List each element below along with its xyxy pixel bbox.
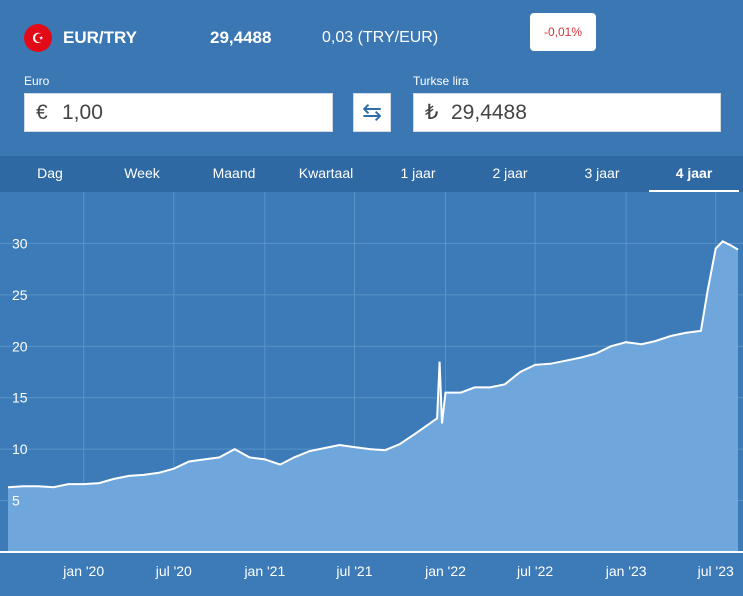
x-tick-label: jul '21	[335, 563, 372, 579]
to-currency-label: Turkse lira	[413, 74, 469, 88]
turkey-flag-icon: ☪	[24, 24, 52, 52]
rate-change: 0,03 (TRY/EUR)	[322, 29, 439, 46]
x-tick-label: jul '22	[516, 563, 553, 579]
from-amount-field[interactable]: € 1,00	[24, 93, 333, 132]
rate-line	[7, 240, 739, 489]
swap-arrows-icon: ⇆	[361, 99, 383, 126]
x-tick-label: jan '22	[424, 563, 466, 579]
rate-history-chart: 5 10 15 20 25 30 jan '20 jul '20 jan '21 jul '21 j…	[0, 192, 743, 596]
x-tick-label: jul '23	[697, 563, 734, 579]
rate-area	[8, 241, 738, 552]
tab-2-jaar[interactable]: 2 jaar	[492, 165, 528, 181]
to-amount-value: 29,4488	[451, 100, 527, 124]
to-amount-field[interactable]: ₺ 29,4488	[413, 93, 721, 132]
from-currency-label: Euro	[24, 74, 50, 88]
tab-maand[interactable]: Maand	[212, 165, 256, 181]
x-tick-label: jan '21	[243, 563, 285, 579]
tab-4-jaar[interactable]: 4 jaar	[649, 156, 739, 193]
x-tick-label: jan '20	[62, 563, 104, 579]
period-tabs: Dag Week Maand Kwartaal 1 jaar 2 jaar 3 …	[0, 156, 743, 193]
y-tick-label: 10	[12, 441, 28, 457]
tab-1-jaar[interactable]: 1 jaar	[400, 165, 436, 181]
header: ☪ EUR/TRY 29,4488 0,03 (TRY/EUR) -0,01% …	[0, 0, 743, 154]
y-tick-label: 5	[12, 493, 20, 509]
y-tick-label: 25	[12, 287, 28, 303]
y-tick-label: 20	[12, 338, 28, 354]
x-tick-label: jul '20	[155, 563, 192, 579]
exchange-rate: 29,4488	[210, 28, 272, 47]
tab-dag[interactable]: Dag	[37, 165, 63, 181]
currency-pair: EUR/TRY	[63, 28, 137, 47]
tab-week[interactable]: Week	[124, 165, 160, 181]
tab-3-jaar[interactable]: 3 jaar	[584, 165, 620, 181]
swap-currencies-button[interactable]: ⇆	[353, 93, 391, 132]
euro-symbol: €	[36, 100, 48, 124]
y-tick-label: 30	[12, 235, 28, 251]
change-percent-badge: -0,01%	[530, 13, 596, 51]
x-tick-label: jan '23	[605, 563, 647, 579]
y-tick-label: 15	[12, 390, 28, 406]
lira-symbol: ₺	[425, 101, 439, 124]
tab-kwartaal[interactable]: Kwartaal	[298, 165, 354, 181]
from-amount-value: 1,00	[62, 100, 103, 124]
